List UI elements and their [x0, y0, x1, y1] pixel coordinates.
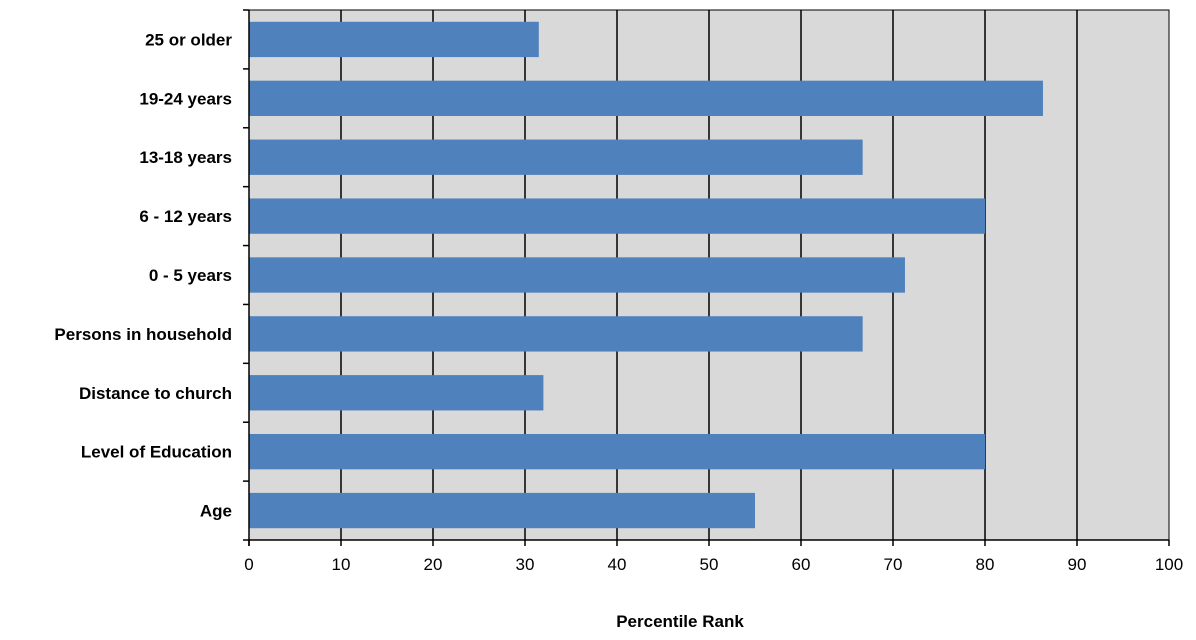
category-label: Distance to church	[79, 384, 232, 403]
category-label: 0 - 5 years	[149, 266, 232, 285]
bar	[249, 139, 863, 175]
category-label: 25 or older	[145, 30, 232, 49]
x-tick-label: 60	[792, 555, 811, 574]
x-tick-label: 90	[1068, 555, 1087, 574]
bar	[249, 257, 905, 293]
category-label: Persons in household	[54, 325, 232, 344]
x-tick-label: 0	[244, 555, 253, 574]
category-label: Level of Education	[81, 443, 232, 462]
category-labels: 25 or older 19-24 years 13-18 years 6 - 12 …	[54, 9, 249, 521]
x-axis-ticks: 0 10 20 30 40 50 60 70 80 90 100	[244, 540, 1183, 574]
bar	[249, 375, 544, 411]
x-axis-title: Percentile Rank	[616, 612, 744, 631]
bar	[249, 434, 985, 470]
x-tick-label: 40	[608, 555, 627, 574]
category-label: 6 - 12 years	[139, 207, 232, 226]
x-tick-label: 10	[332, 555, 351, 574]
x-tick-label: 30	[516, 555, 535, 574]
x-tick-label: 70	[884, 555, 903, 574]
x-tick-label: 100	[1155, 555, 1183, 574]
bars	[249, 21, 1043, 529]
bar	[249, 80, 1043, 116]
bar	[249, 198, 985, 234]
bar	[249, 21, 539, 58]
x-tick-label: 20	[424, 555, 443, 574]
category-label: 13-18 years	[139, 148, 232, 167]
bar	[249, 492, 755, 529]
category-label: 19-24 years	[139, 89, 232, 108]
x-tick-label: 80	[976, 555, 995, 574]
bar	[249, 316, 863, 352]
x-tick-label: 50	[700, 555, 719, 574]
category-label: Age	[200, 502, 232, 521]
